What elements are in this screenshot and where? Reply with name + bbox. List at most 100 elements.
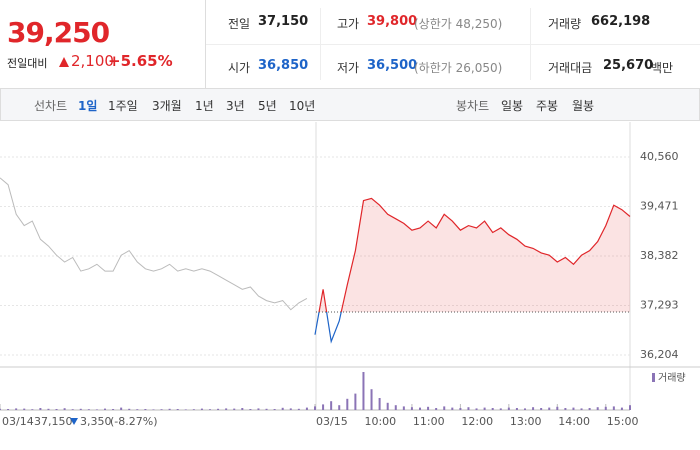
- volume-bar: [386, 402, 389, 410]
- volume-bar: [144, 409, 147, 410]
- volume-bar: [515, 408, 518, 410]
- volume-bar: [394, 405, 397, 410]
- volume-bar: [362, 372, 365, 410]
- volume-bar: [354, 393, 357, 410]
- line: [318, 197, 631, 312]
- volume-bar: [588, 408, 591, 410]
- volume-bar: [15, 408, 18, 410]
- volume-bar: [346, 398, 349, 410]
- volume-bar: [200, 408, 203, 410]
- tab[interactable]: 주봉: [536, 99, 559, 113]
- volume-bar: [612, 406, 615, 410]
- legend-label: 거래량: [658, 372, 686, 384]
- volume-bar: [419, 407, 421, 410]
- volume-bar: [160, 409, 163, 410]
- volume-bar: [556, 406, 559, 410]
- price-panel: [0, 0, 206, 88]
- volume-bar: [370, 389, 373, 410]
- footer-change: 3,350: [80, 415, 112, 428]
- volume-bar: [31, 409, 34, 410]
- x-tick-label: 14:00: [558, 415, 590, 428]
- volume-bar: [443, 406, 446, 410]
- volume-bar: [104, 408, 106, 410]
- tab[interactable]: 일봉: [501, 99, 524, 113]
- volume-bar: [241, 408, 244, 410]
- stat-value: 36,850: [258, 58, 309, 73]
- y-tick-label: 37,293: [640, 299, 679, 312]
- footer-close: 37,150: [34, 415, 73, 428]
- stats-divider: [320, 8, 321, 80]
- y-tick-label: 40,560: [640, 150, 679, 163]
- stat-note: (상한가 48,250): [414, 17, 503, 31]
- volume-bar: [297, 408, 300, 410]
- volume-bar: [71, 409, 74, 410]
- volume-bar: [249, 409, 252, 410]
- volume-bar: [483, 407, 486, 410]
- stat-unit: 백만: [651, 61, 674, 75]
- current-price: 39,250: [7, 16, 110, 49]
- volume-bar: [168, 408, 171, 410]
- volume-bar: [209, 409, 211, 410]
- x-tick-label: 15:00: [607, 415, 639, 428]
- volume-bar: [564, 408, 567, 410]
- volume-bar: [435, 408, 438, 410]
- stat-value: 36,500: [367, 58, 418, 73]
- tab[interactable]: 월봉: [572, 99, 595, 113]
- tab[interactable]: 1주일: [108, 99, 138, 113]
- y-tick-label: 39,471: [640, 200, 679, 213]
- volume-bar: [475, 408, 478, 410]
- tab[interactable]: 1년: [195, 99, 214, 113]
- volume-bar: [524, 408, 526, 410]
- volume-bar: [459, 408, 462, 410]
- change-label: 전일대비: [7, 57, 48, 70]
- area: [315, 198, 630, 312]
- volume-bar: [451, 407, 454, 410]
- stat-label: 거래대금: [548, 61, 593, 75]
- volume-bar: [225, 408, 228, 410]
- volume-bar: [184, 409, 187, 410]
- tab[interactable]: 5년: [258, 99, 277, 113]
- volume-bar: [217, 408, 220, 410]
- y-tick-label: 38,382: [640, 249, 679, 262]
- x-tick-label: 13:00: [510, 415, 542, 428]
- stat-label: 저가: [337, 61, 360, 75]
- tab[interactable]: 3년: [226, 99, 245, 113]
- stat-label: 전일: [228, 17, 251, 31]
- y-tick-label: 36,204: [640, 348, 679, 361]
- volume-bar: [604, 406, 607, 410]
- tab[interactable]: 3개월: [152, 99, 182, 113]
- volume-bar: [47, 408, 50, 410]
- volume-bar: [95, 409, 98, 410]
- stat-label: 시가: [228, 61, 251, 75]
- volume-bar: [467, 407, 470, 410]
- volume-bar: [548, 407, 551, 410]
- down-icon: [70, 418, 78, 425]
- volume-bar: [265, 408, 268, 410]
- tab-group-label: 봉차트: [456, 99, 490, 113]
- volume-bar: [596, 407, 599, 410]
- tab[interactable]: 1일: [78, 99, 98, 113]
- stat-note: (하한가 26,050): [414, 61, 503, 75]
- volume-bar: [402, 406, 405, 410]
- volume-bar: [192, 409, 195, 410]
- x-tick-label: 10:00: [364, 415, 396, 428]
- volume-bar: [23, 408, 26, 410]
- tab-group-label: 선차트: [34, 99, 68, 113]
- volume-bar: [7, 409, 10, 410]
- x-tick-label: 03/14: [2, 415, 34, 428]
- line: [0, 177, 308, 311]
- volume-bar: [39, 408, 42, 410]
- volume-bar: [629, 405, 631, 410]
- volume-bar: [499, 408, 502, 410]
- volume-bar: [305, 407, 308, 410]
- volume-bar: [532, 407, 535, 410]
- volume-bar: [410, 407, 413, 410]
- footer-change-pct: (-8.27%): [110, 415, 158, 428]
- volume-bar: [273, 409, 276, 410]
- tab[interactable]: 10년: [289, 99, 316, 113]
- volume-bar: [0, 408, 1, 410]
- stat-value: 37,150: [258, 14, 309, 29]
